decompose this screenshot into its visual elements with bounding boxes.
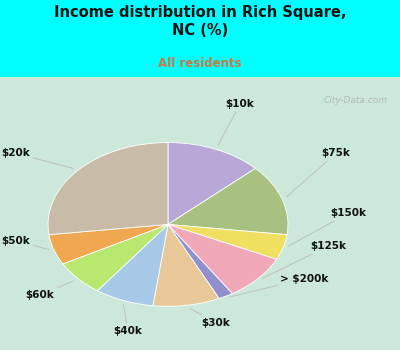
Text: $10k: $10k — [218, 99, 254, 145]
Wedge shape — [168, 168, 288, 235]
Text: All residents: All residents — [158, 57, 242, 70]
Text: $150k: $150k — [288, 209, 366, 246]
Text: $125k: $125k — [262, 241, 346, 279]
Wedge shape — [48, 142, 168, 235]
Text: > $200k: > $200k — [230, 274, 328, 297]
Text: $20k: $20k — [2, 148, 74, 168]
Wedge shape — [168, 224, 287, 259]
Wedge shape — [49, 224, 168, 264]
Wedge shape — [153, 224, 219, 306]
Text: $60k: $60k — [26, 281, 74, 300]
Text: $75k: $75k — [286, 148, 350, 197]
Text: $30k: $30k — [190, 308, 230, 328]
Wedge shape — [168, 142, 256, 224]
Wedge shape — [98, 224, 168, 306]
Text: $40k: $40k — [114, 305, 142, 336]
Text: Income distribution in Rich Square,
NC (%): Income distribution in Rich Square, NC (… — [54, 5, 346, 38]
Wedge shape — [168, 224, 276, 294]
Text: City-Data.com: City-Data.com — [324, 96, 388, 105]
Text: $50k: $50k — [2, 236, 49, 250]
Wedge shape — [63, 224, 168, 291]
Wedge shape — [168, 224, 232, 299]
